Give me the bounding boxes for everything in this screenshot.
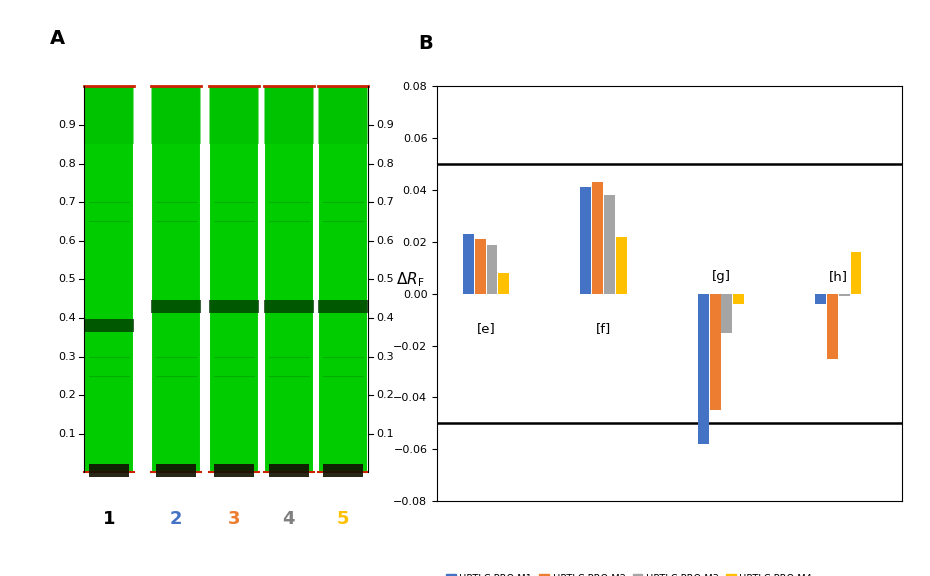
Text: 0.2: 0.2 <box>59 390 76 400</box>
Bar <box>151 86 201 472</box>
Bar <box>84 86 134 472</box>
Text: 0.8: 0.8 <box>59 158 76 169</box>
Bar <box>264 86 313 472</box>
Bar <box>84 86 134 145</box>
Bar <box>214 464 255 477</box>
Bar <box>264 86 313 145</box>
Bar <box>475 240 485 294</box>
Legend: HPTLC PRO M1, HPTLC PRO M2, HPTLC PRO M3, HPTLC PRO M4: HPTLC PRO M1, HPTLC PRO M2, HPTLC PRO M3… <box>442 570 817 576</box>
Text: 0.1: 0.1 <box>59 429 76 439</box>
Text: [e]: [e] <box>477 323 496 335</box>
Bar <box>498 273 509 294</box>
Bar <box>486 244 498 294</box>
Bar <box>580 188 591 294</box>
Text: 0.5: 0.5 <box>376 274 393 285</box>
Text: 5: 5 <box>337 510 350 528</box>
Bar <box>839 294 850 296</box>
Text: 0.2: 0.2 <box>376 390 393 400</box>
Text: 0.4: 0.4 <box>59 313 76 323</box>
Bar <box>84 319 134 332</box>
Bar <box>851 252 861 294</box>
Bar <box>323 464 364 477</box>
Bar <box>155 464 196 477</box>
Bar <box>733 294 744 304</box>
Text: 0.6: 0.6 <box>376 236 393 246</box>
Bar <box>264 300 313 313</box>
Bar <box>616 237 627 294</box>
Text: 0.5: 0.5 <box>59 274 76 285</box>
Bar <box>151 86 201 145</box>
Text: 0.9: 0.9 <box>376 120 393 130</box>
Bar <box>209 300 259 313</box>
Bar <box>151 300 201 313</box>
Bar <box>209 86 259 145</box>
Text: 0.3: 0.3 <box>59 351 76 362</box>
Bar <box>698 294 709 444</box>
Text: 0.4: 0.4 <box>376 313 393 323</box>
Bar <box>88 464 129 477</box>
Text: A: A <box>50 29 65 48</box>
Text: B: B <box>418 34 433 53</box>
Text: 0.8: 0.8 <box>376 158 393 169</box>
Text: [g]: [g] <box>711 270 730 283</box>
Text: 0.3: 0.3 <box>376 351 393 362</box>
Bar <box>209 86 259 472</box>
Text: [h]: [h] <box>829 270 848 283</box>
Text: 0.7: 0.7 <box>59 197 76 207</box>
Bar <box>318 86 368 472</box>
Bar <box>722 294 732 333</box>
Bar <box>604 195 615 294</box>
Bar <box>592 182 603 294</box>
Bar <box>710 294 721 410</box>
Text: $\Delta R_{\mathsf{F}}$: $\Delta R_{\mathsf{F}}$ <box>396 270 424 289</box>
Bar <box>816 294 826 304</box>
Text: 1: 1 <box>102 510 115 528</box>
Bar <box>318 86 368 145</box>
Text: 0.6: 0.6 <box>59 236 76 246</box>
Text: 3: 3 <box>228 510 241 528</box>
Bar <box>318 300 368 313</box>
Bar <box>463 234 473 294</box>
Text: 0.7: 0.7 <box>376 197 393 207</box>
Text: [f]: [f] <box>596 323 611 335</box>
Text: 0.9: 0.9 <box>59 120 76 130</box>
Bar <box>827 294 838 358</box>
Bar <box>269 464 309 477</box>
Text: 0.1: 0.1 <box>376 429 393 439</box>
Text: 4: 4 <box>283 510 295 528</box>
Text: 2: 2 <box>169 510 182 528</box>
